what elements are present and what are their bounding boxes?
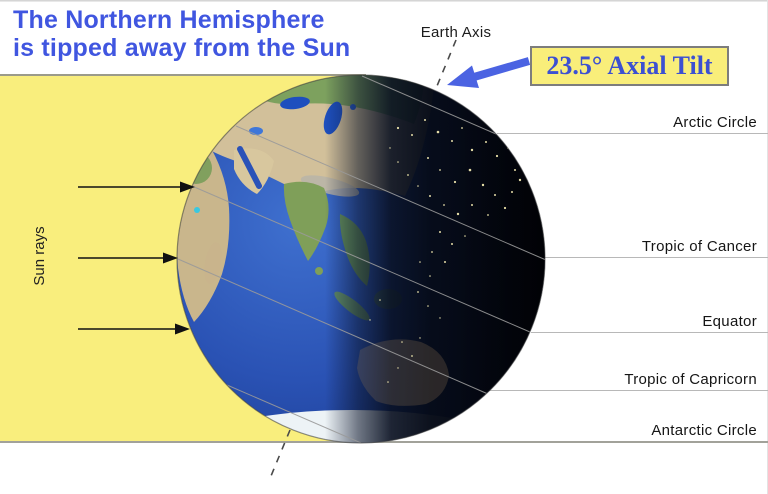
antarctic-circle-label: Antarctic Circle: [651, 422, 757, 439]
top-border-line: [0, 0, 768, 2]
antarctic-circle-line: [0, 441, 768, 443]
tropic-of-capricorn-label: Tropic of Capricorn: [624, 371, 757, 388]
tropic-of-capricorn-line: [489, 390, 768, 391]
tropic-of-cancer-label: Tropic of Cancer: [641, 238, 757, 255]
sunlight-area: [0, 74, 366, 442]
night-deep-shadow: [455, 75, 545, 443]
equator-line: [531, 332, 768, 333]
title-line-2: is tipped away from the Sun: [13, 34, 351, 62]
diagram-title: The Northern Hemisphere is tipped away f…: [13, 6, 350, 62]
city-lights: [369, 119, 535, 383]
arctic-circle-line: [497, 133, 768, 134]
axial-tilt-callout: 23.5° Axial Tilt: [530, 46, 729, 86]
arctic-chord: [361, 75, 497, 135]
continent-australia: [357, 339, 449, 406]
tropic-of-cancer-line: [545, 257, 768, 258]
sun-rays-label: Sun rays: [31, 226, 48, 286]
earth-axis-label: Earth Axis: [420, 24, 492, 41]
axial-tilt-arrow: [447, 57, 531, 88]
equator-label: Equator: [702, 313, 757, 330]
title-line-1: The Northern Hemisphere: [13, 6, 325, 34]
axial-tilt-label: 23.5° Axial Tilt: [546, 51, 713, 80]
arctic-circle-label: Arctic Circle: [673, 114, 757, 131]
